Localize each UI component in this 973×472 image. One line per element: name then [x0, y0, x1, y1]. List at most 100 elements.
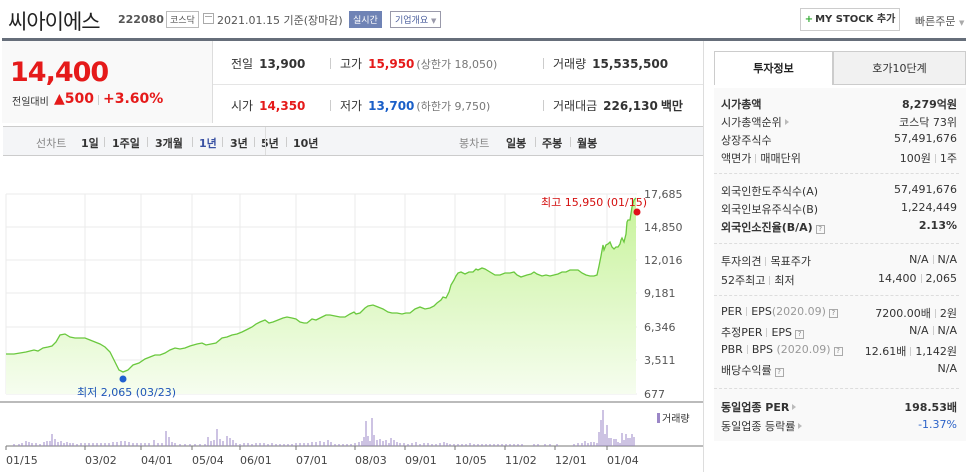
info-value: N/A N/A [909, 324, 957, 337]
stat-value: 15,535,500 [592, 57, 669, 71]
info-key: 외국인보유주식수(B) [721, 203, 819, 216]
info-value: 198.53배 [904, 401, 957, 414]
help-icon[interactable]: ? [828, 309, 838, 318]
stat-prev-close: 전일 13,900 [231, 55, 305, 72]
info-value: N/A [937, 362, 957, 375]
key-part: PER [721, 305, 743, 318]
key-part: BPS [751, 343, 773, 356]
tab-orderbook-10[interactable]: 호가10단계 [833, 51, 966, 85]
base-date: 2021.01.15 기준(장마감) [217, 12, 343, 28]
period-5y[interactable]: 5년 [261, 137, 279, 150]
stat-label: 고가 [340, 57, 363, 71]
info-value: 100원 1주 [900, 150, 957, 166]
info-row: 외국인보유주식수(B) 1,224,449 [721, 201, 957, 217]
info-row[interactable]: 동일업종 PER 198.53배 [721, 399, 957, 415]
quick-order-dropdown[interactable]: 빠른주문 ▼ [915, 13, 964, 29]
info-value: 8,279억원 [901, 98, 957, 111]
candle-daily[interactable]: 일봉 [506, 137, 527, 150]
realtime-button[interactable]: 실시간 [349, 11, 382, 28]
period-1y[interactable]: 1년 [199, 137, 217, 150]
change-rate: +3.60% [103, 91, 164, 107]
divider [98, 95, 99, 105]
period-3m[interactable]: 3개월 [155, 137, 183, 150]
divider [920, 274, 922, 283]
tab-investment-info[interactable]: 투자정보 [714, 51, 833, 85]
stat-value: 15,950 [368, 57, 415, 71]
key-part: 목표주가 [770, 255, 811, 268]
arrow-right-icon [798, 423, 803, 429]
info-key: PBR BPS (2020.09)? [721, 343, 843, 356]
help-icon[interactable]: ? [774, 368, 784, 377]
company-overview-dropdown[interactable]: 기업개요 ▼ [390, 11, 442, 28]
info-key: 상장주식수 [721, 134, 772, 147]
upper-limit: (상한가 18,050) [416, 58, 498, 71]
divider [746, 345, 748, 354]
y-tick: 9,181 [644, 287, 676, 300]
info-row: 상장주식수 57,491,676 [721, 132, 957, 148]
key-part: 52주최고 [721, 274, 766, 287]
info-key: 동일업종 PER [721, 399, 797, 415]
help-icon[interactable]: ? [815, 225, 825, 234]
volume-bars [13, 410, 635, 446]
info-key: PER EPS(2020.09)? [721, 305, 838, 318]
value-part: 100원 [899, 152, 931, 165]
divider [286, 137, 287, 147]
x-tick: 10/05 [455, 454, 487, 467]
legend-label: 거래량 [662, 414, 690, 425]
divider [714, 295, 959, 296]
info-value: 코스닥 73위 [899, 116, 957, 129]
x-tick: 07/01 [296, 454, 328, 467]
info-value: -1.37% [918, 418, 957, 431]
period-3y[interactable]: 3년 [230, 137, 248, 150]
info-row: 추정PER EPS? N/A N/A [721, 324, 957, 340]
y-tick: 6,346 [644, 321, 676, 334]
arrow-right-icon [784, 119, 789, 125]
lower-limit: (하한가 9,750) [416, 100, 491, 113]
market-badge: 코스닥 [166, 11, 199, 28]
divider [714, 388, 959, 389]
change-value: ▲500 [54, 91, 94, 107]
period-1d[interactable]: 1일 [81, 137, 99, 150]
value-part: N/A [937, 253, 957, 266]
add-mystock-button[interactable]: + MY STOCK 추가 [800, 8, 900, 31]
high-marker [633, 208, 641, 216]
info-key: 외국인소진율(B/A)? [721, 219, 825, 235]
help-icon[interactable]: ? [795, 330, 805, 339]
info-row[interactable]: 동일업종 등락률 -1.37% [721, 418, 957, 434]
key-part: PBR [721, 343, 743, 356]
date-value: 2021.01.15 [217, 14, 280, 27]
current-price: 14,400 [10, 57, 109, 88]
info-key: 추정PER EPS? [721, 324, 805, 340]
period-1w[interactable]: 1주일 [112, 137, 140, 150]
info-key: 시가총액순위 [721, 114, 789, 130]
period-10y[interactable]: 10년 [293, 137, 319, 150]
divider [330, 58, 331, 69]
info-key: 시가총액 [721, 98, 762, 111]
divider [222, 137, 223, 147]
info-row[interactable]: 시가총액순위 코스닥 73위 [721, 114, 957, 130]
key-part: 매매단위 [760, 152, 801, 165]
help-icon[interactable]: ? [833, 347, 843, 356]
stat-open: 시가 14,350 [231, 97, 305, 114]
price-chart[interactable]: 17,685 14,850 12,016 9,181 6,346 3,511 6… [0, 158, 704, 472]
calendar-icon [203, 13, 214, 24]
divider [254, 137, 255, 147]
divider [932, 326, 934, 335]
key-part: 추정PER [721, 326, 763, 339]
divider [535, 137, 536, 147]
divider [910, 347, 912, 356]
chevron-down-icon: ▼ [431, 17, 437, 25]
candle-monthly[interactable]: 월봉 [577, 137, 598, 150]
company-overview-label: 기업개요 [395, 16, 429, 26]
info-row: 52주최고 최저 14,400 2,065 [721, 272, 957, 288]
stat-label: 거래량 [553, 57, 587, 71]
divider [192, 137, 193, 147]
divider [746, 307, 748, 316]
info-row: PER EPS(2020.09)? 7200.00배 2원 [721, 305, 957, 321]
panel-divider [703, 41, 704, 472]
value-part: N/A [909, 253, 929, 266]
candle-weekly[interactable]: 주봉 [542, 137, 563, 150]
y-tick: 3,511 [644, 354, 676, 367]
y-tick: 12,016 [644, 254, 683, 267]
key-part: 투자의견 [721, 255, 762, 268]
